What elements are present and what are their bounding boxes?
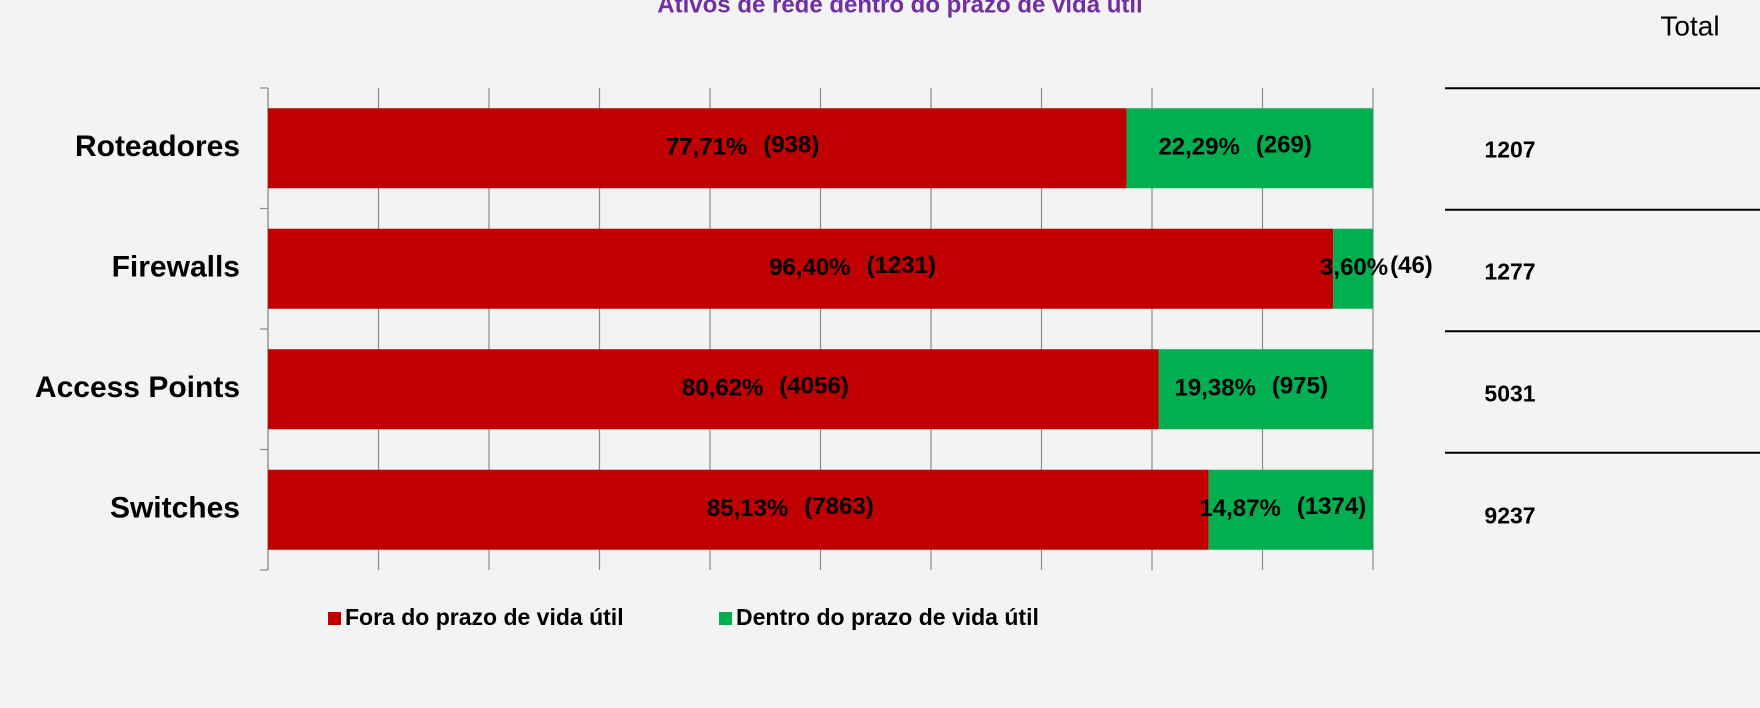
value-label: 22,29% xyxy=(1158,134,1239,161)
count-label: (1231) xyxy=(867,252,936,279)
value-label: 3,60% xyxy=(1320,254,1388,281)
count-label: (7863) xyxy=(804,493,873,520)
legend-swatch xyxy=(328,612,341,625)
legend-swatch xyxy=(719,612,732,625)
bar-segment xyxy=(268,228,1334,309)
count-label: (4056) xyxy=(779,373,848,400)
category-label: Switches xyxy=(110,492,240,525)
legend-label: Fora do prazo de vida útil xyxy=(345,604,624,630)
legend-label: Dentro do prazo de vida útil xyxy=(736,604,1039,630)
value-label: 80,62% xyxy=(682,375,763,402)
bar-segment xyxy=(1208,469,1373,550)
total-value: 5031 xyxy=(1484,380,1535,406)
category-label: Roteadores xyxy=(75,130,240,163)
category-label: Firewalls xyxy=(112,251,240,284)
count-label: (46) xyxy=(1390,252,1433,279)
total-value: 1207 xyxy=(1484,136,1535,162)
value-label: 19,38% xyxy=(1175,375,1256,402)
chart-title: Ativos de rede dentro do prazo de vida ú… xyxy=(657,0,1142,18)
bar-segment xyxy=(1158,349,1373,430)
category-label: Access Points xyxy=(35,371,240,404)
count-label: (1374) xyxy=(1297,493,1366,520)
value-label: 96,40% xyxy=(769,254,850,281)
value-label: 14,87% xyxy=(1199,495,1280,522)
bar-segment xyxy=(1126,108,1373,189)
value-label: 85,13% xyxy=(707,495,788,522)
bar-segment xyxy=(268,469,1209,550)
value-label: 77,71% xyxy=(666,134,747,161)
total-value: 9237 xyxy=(1484,502,1535,528)
bar-segment xyxy=(1333,228,1373,309)
total-value: 1277 xyxy=(1484,258,1535,284)
totals-header: Total xyxy=(1660,10,1719,41)
bar-segment xyxy=(268,349,1159,430)
count-label: (269) xyxy=(1256,132,1312,159)
count-label: (975) xyxy=(1272,373,1328,400)
count-label: (938) xyxy=(763,132,819,159)
bar-segment xyxy=(268,108,1127,189)
